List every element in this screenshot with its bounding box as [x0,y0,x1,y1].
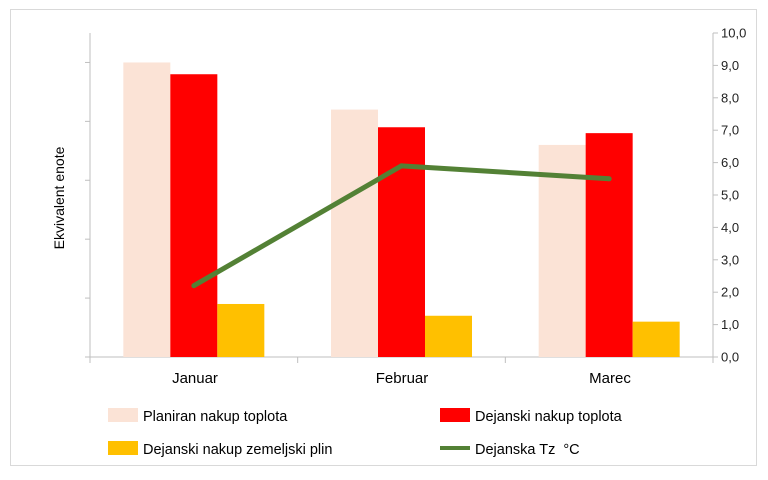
bar-1-3 [538,144,586,357]
bar-1-1 [123,62,171,358]
category-label-marec: Marec [589,370,631,387]
bar-3-1 [217,303,265,357]
legend: Planiran nakup toplota Dejanski nakup to… [108,408,623,458]
bar-2-3 [585,133,633,357]
category-label-januar: Januar [172,370,218,387]
bars [123,62,680,358]
tz-point-2 [399,163,404,169]
right-tick-label: 5,0 [721,188,739,203]
labels: Ekvivalent enote Januar Februar Marec [51,146,631,387]
bar-1-2 [331,109,378,357]
legend-label-planiran: Planiran nakup toplota [143,409,288,425]
bar-2-1 [170,74,218,358]
right-tick-label: 9,0 [721,58,739,73]
right-tick-label: 10,0 [721,26,746,41]
line-layer [191,163,612,289]
right-tick-label: 3,0 [721,252,739,267]
bar-3-3 [632,321,680,357]
y-axis-label: Ekvivalent enote [51,146,67,249]
legend-swatch-dejanski-toplota [440,408,470,422]
bar-3-2 [425,315,472,357]
tz-point-1 [191,283,197,289]
right-tick-label: 7,0 [721,123,739,138]
legend-swatch-planiran [108,408,138,422]
legend-label-zemeljski-plin: Dejanski nakup zemeljski plin [143,442,332,458]
legend-label-tz: Dejanska Tz °C [475,442,580,458]
right-tick-label: 2,0 [721,285,739,300]
right-tick-label: 1,0 [721,317,739,332]
legend-label-dejanski-toplota: Dejanski nakup toplota [475,409,623,425]
bar-2-2 [378,127,425,357]
right-tick-label: 6,0 [721,155,739,170]
tz-point-3 [606,176,612,182]
category-label-februar: Februar [376,370,429,387]
right-tick-label: 4,0 [721,220,739,235]
right-tick-label: 0,0 [721,350,739,365]
right-tick-label: 8,0 [721,90,739,105]
legend-swatch-zemeljski-plin [108,441,138,455]
